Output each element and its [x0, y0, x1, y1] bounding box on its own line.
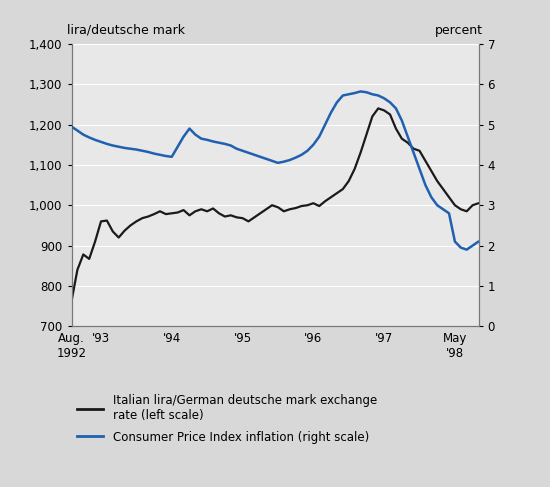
- Legend: Italian lira/German deutsche mark exchange
rate (left scale), Consumer Price Ind: Italian lira/German deutsche mark exchan…: [78, 394, 377, 444]
- Text: lira/deutsche mark: lira/deutsche mark: [68, 24, 185, 37]
- Text: percent: percent: [434, 24, 482, 37]
